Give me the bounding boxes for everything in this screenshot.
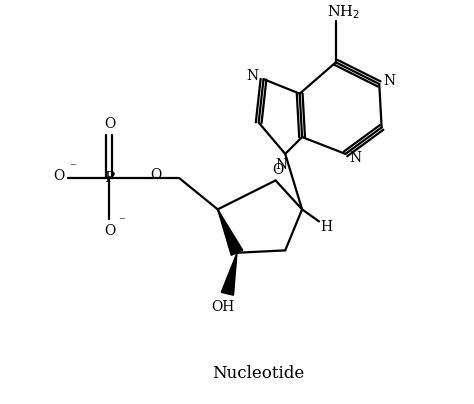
Text: Nucleotide: Nucleotide xyxy=(212,365,305,382)
Text: N: N xyxy=(275,158,287,172)
Text: O: O xyxy=(150,168,162,182)
Text: O: O xyxy=(273,163,283,177)
Text: P: P xyxy=(104,171,114,185)
Text: OH: OH xyxy=(211,300,234,314)
Text: O: O xyxy=(105,117,116,131)
Polygon shape xyxy=(221,253,237,295)
Text: N: N xyxy=(247,69,259,83)
Text: ⁻: ⁻ xyxy=(69,161,75,174)
Text: O: O xyxy=(105,224,116,238)
Text: N: N xyxy=(384,74,396,88)
Text: ⁻: ⁻ xyxy=(118,215,125,228)
Polygon shape xyxy=(218,209,243,255)
Text: N: N xyxy=(349,151,361,165)
Text: H: H xyxy=(320,220,332,234)
Text: NH$_2$: NH$_2$ xyxy=(327,3,360,21)
Text: O: O xyxy=(53,169,64,183)
